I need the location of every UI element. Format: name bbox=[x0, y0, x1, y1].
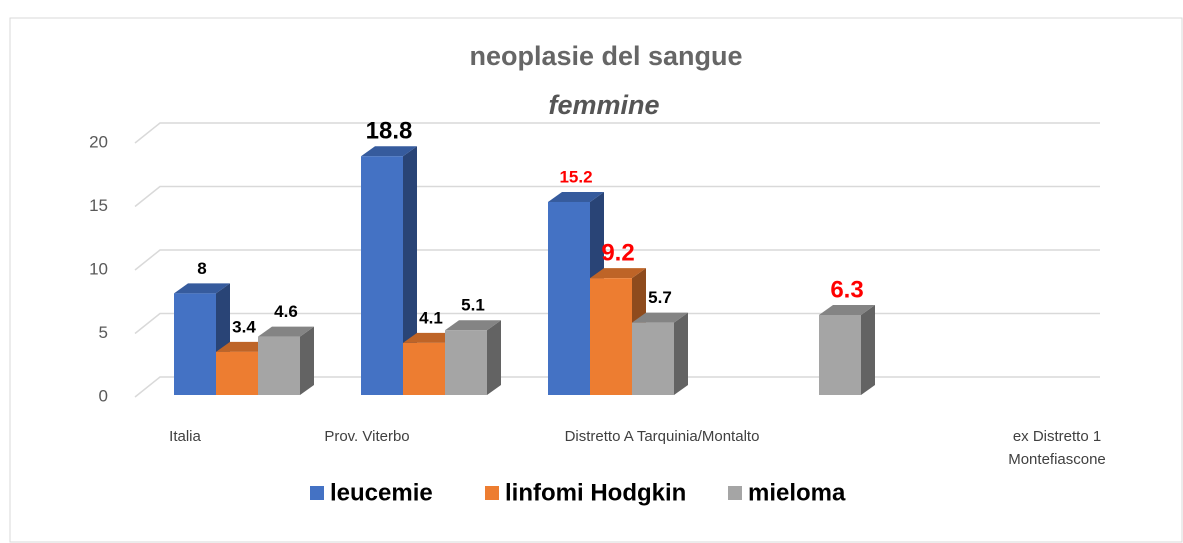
legend-swatch bbox=[728, 486, 742, 500]
data-label: 18.8 bbox=[366, 118, 413, 145]
data-label: 6.3 bbox=[830, 276, 863, 303]
bar-front bbox=[361, 156, 403, 395]
data-label: 4.6 bbox=[274, 302, 298, 321]
legend-label: leucemie bbox=[330, 479, 433, 506]
legend-label: linfomi Hodgkin bbox=[505, 479, 686, 506]
legend-label: mieloma bbox=[748, 479, 846, 506]
x-tick-label: ex Distretto 1 Montefiascone bbox=[1008, 428, 1106, 468]
bar bbox=[445, 320, 501, 395]
bar-front bbox=[403, 342, 445, 395]
bar bbox=[258, 326, 314, 395]
grid-line bbox=[134, 185, 1100, 208]
bar-side bbox=[487, 320, 501, 395]
data-label: 8 bbox=[197, 259, 206, 278]
x-tick-label: Prov. Viterbo bbox=[324, 428, 409, 445]
data-label: 5.1 bbox=[461, 296, 485, 315]
bar-side bbox=[403, 146, 417, 395]
y-tick-label: 0 bbox=[99, 386, 108, 405]
y-tick-label: 15 bbox=[89, 196, 108, 215]
bar-front bbox=[258, 336, 300, 395]
x-tick-label: Italia bbox=[169, 428, 201, 445]
bar-top bbox=[632, 312, 688, 323]
bar bbox=[361, 146, 417, 395]
bar-top bbox=[590, 268, 646, 279]
y-tick-label: 20 bbox=[89, 132, 108, 151]
grid-line bbox=[134, 376, 1100, 398]
bar-side bbox=[300, 326, 314, 395]
bar-front bbox=[216, 351, 258, 395]
bar-front bbox=[174, 293, 216, 395]
chart-subtitle: femmine bbox=[548, 90, 659, 120]
y-tick-label: 10 bbox=[89, 259, 108, 278]
bar-top bbox=[174, 283, 230, 294]
bar-top bbox=[548, 191, 604, 202]
bar bbox=[632, 312, 688, 395]
bar-front bbox=[632, 322, 674, 395]
data-label: 15.2 bbox=[559, 167, 592, 186]
bar bbox=[819, 304, 875, 395]
legend-swatch bbox=[310, 486, 324, 500]
grid-line bbox=[134, 249, 1100, 271]
bar-side bbox=[861, 304, 875, 395]
y-tick-label: 5 bbox=[99, 323, 108, 342]
bar-top bbox=[445, 320, 501, 331]
data-label: 3.4 bbox=[232, 317, 256, 336]
bar-front bbox=[548, 201, 590, 395]
data-label: 9.2 bbox=[601, 240, 634, 267]
bar-top bbox=[258, 326, 314, 337]
bar-top bbox=[361, 146, 417, 157]
x-tick-label: Distretto A Tarquinia/Montalto bbox=[565, 428, 760, 445]
grid-line bbox=[134, 122, 1100, 144]
bar-front bbox=[590, 278, 632, 395]
bar-front bbox=[819, 314, 861, 395]
grid-line bbox=[134, 312, 1100, 335]
data-label: 4.1 bbox=[419, 308, 443, 327]
bar-front bbox=[445, 330, 487, 395]
legend-swatch bbox=[485, 486, 499, 500]
chart-title: neoplasie del sangue bbox=[469, 41, 742, 71]
data-label: 5.7 bbox=[648, 288, 672, 307]
bar-side bbox=[674, 312, 688, 395]
bar-top bbox=[819, 304, 875, 315]
